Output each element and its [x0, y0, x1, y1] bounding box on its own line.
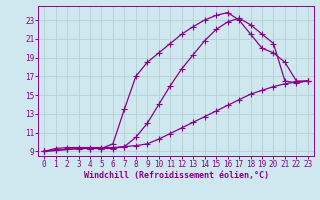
X-axis label: Windchill (Refroidissement éolien,°C): Windchill (Refroidissement éolien,°C)	[84, 171, 268, 180]
